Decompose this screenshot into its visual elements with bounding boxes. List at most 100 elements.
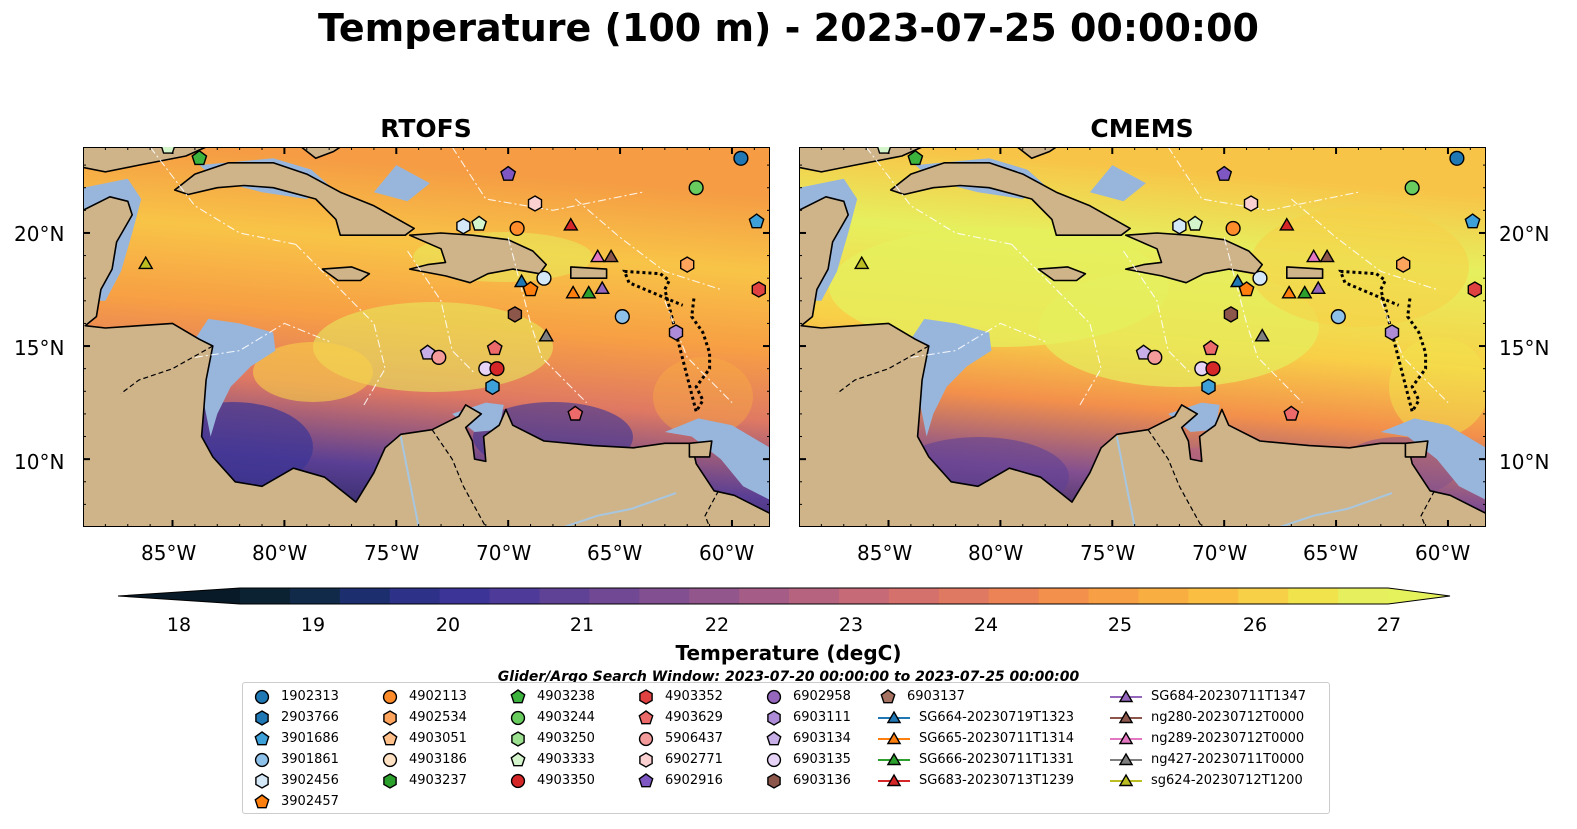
lat-label-10n-left: 10°N (14, 450, 65, 474)
observation-marker (1172, 217, 1187, 235)
legend-entry: 4903350 (507, 770, 595, 791)
colorbar-bin (1238, 588, 1289, 604)
colorbar-bin (888, 588, 940, 604)
map-panel-rtofs (83, 147, 770, 527)
triangle-marker-icon (1110, 710, 1142, 723)
legend-entry: 4903244 (507, 707, 595, 728)
legend-marker (638, 772, 654, 787)
observation-marker (486, 339, 503, 356)
legend-label: 6902958 (793, 689, 851, 704)
land-puerto-rico (569, 266, 608, 279)
land-cuba (173, 162, 416, 236)
hexagon-marker-icon (639, 751, 653, 768)
observation-marker (563, 217, 579, 231)
colorbar-tick: 20 (435, 614, 461, 636)
pentagon-marker-icon (382, 730, 398, 745)
legend-label: 1902313 (281, 689, 339, 704)
colorbar-bin (1188, 588, 1239, 604)
colorbar-extend-high (1388, 588, 1450, 604)
land-cuba (889, 162, 1132, 236)
observation-marker (1223, 306, 1239, 323)
legend-marker (638, 709, 654, 724)
land-northamerica (799, 195, 1486, 527)
panel-title-rtofs: RTOFS (380, 114, 472, 143)
colorbar-bin (639, 588, 690, 604)
observation-marker (1281, 285, 1297, 299)
legend-label: 3901686 (281, 731, 339, 746)
colorbar-bin (1288, 588, 1339, 604)
observation-marker (1467, 281, 1482, 298)
colorbar-bin (489, 588, 541, 604)
lon-label-65w-cmems: 65°W (1303, 541, 1359, 565)
legend-marker (638, 731, 654, 746)
land-jamaica (321, 266, 371, 282)
legend-marker (254, 689, 270, 704)
legend-label: 4903238 (537, 689, 595, 704)
observation-marker (500, 165, 517, 181)
legend-marker (767, 772, 781, 789)
observation-marker (1404, 180, 1420, 196)
triangle-marker-icon (1110, 773, 1142, 786)
legend-entry: 4903250 (507, 728, 595, 749)
legend-marker (766, 689, 782, 704)
land-florida (799, 147, 923, 173)
map-panel-cmems (799, 147, 1486, 527)
colorbar-bin (988, 588, 1040, 604)
observation-marker (594, 280, 610, 295)
land-hispaniola (408, 232, 548, 284)
legend-marker (383, 772, 397, 789)
legend-entry: 4902534 (379, 707, 467, 728)
legend-column: 4903352 4903629 5906437 6902771 6902916 (635, 686, 723, 791)
legend-label: 4903352 (665, 689, 723, 704)
legend-label: 4903186 (409, 752, 467, 767)
observation-marker (1147, 349, 1163, 365)
observation-marker (538, 328, 554, 342)
lon-label-60w-rtofs: 60°W (699, 541, 755, 565)
lon-label-85w-cmems: 85°W (857, 541, 913, 565)
colorbar-bin (1088, 588, 1140, 604)
triangle-marker-icon (1110, 731, 1142, 744)
map-frame (83, 147, 770, 527)
legend-entry: 6902771 (635, 749, 723, 770)
legend-marker (510, 688, 526, 703)
legend-label: 3901861 (281, 752, 339, 767)
observation-marker (907, 149, 924, 166)
observation-marker (688, 180, 704, 196)
observation-marker (471, 215, 488, 231)
pentagon-marker-icon (880, 688, 896, 703)
legend-entry: 3901686 (251, 728, 339, 749)
lon-label-60w-cmems: 60°W (1415, 541, 1471, 565)
circle-marker-icon (254, 689, 270, 704)
observation-marker (580, 285, 597, 299)
lon-label-85w-rtofs: 85°W (141, 541, 197, 565)
land-hispaniola (1124, 232, 1264, 284)
observation-marker (507, 306, 523, 323)
legend-marker (886, 752, 902, 765)
legend-label: 6903136 (793, 773, 851, 788)
pentagon-marker-icon (254, 730, 270, 745)
legend-entry: 4903051 (379, 728, 467, 749)
hexagon-marker-icon (383, 709, 397, 726)
legend-label: 5906437 (665, 731, 723, 746)
legend-label: 3902456 (281, 773, 339, 788)
land-bahamas (1016, 147, 1058, 160)
hexagon-marker-icon (383, 772, 397, 789)
legend-column: SG684-20230711T1347 ng280-20230712T0000 ng… (1109, 686, 1306, 791)
legend-entry: sg624-20230712T1200 (1109, 770, 1306, 791)
colorbar-bin (938, 588, 990, 604)
colorbar-tick: 26 (1242, 614, 1268, 636)
lon-label-65w-rtofs: 65°W (587, 541, 643, 565)
legend-entry: 1902313 (251, 686, 339, 707)
legend-label: 6903135 (793, 752, 851, 767)
colorbar (117, 587, 1451, 605)
hexagon-marker-icon (767, 772, 781, 789)
colorbar-bin (739, 588, 790, 604)
colorbar-bin (1038, 588, 1090, 604)
legend-column: 6903137 SG664-20230719T1323 SG665-20230711… (877, 686, 1074, 791)
legend-entry: 6903136 (763, 770, 851, 791)
legend-column: 1902313 2903766 3901686 3901861 3902456 39024… (251, 686, 339, 812)
observation-marker (1279, 217, 1295, 231)
legend-label: ng427-20230711T0000 (1151, 752, 1305, 767)
legend-label: SG683-20230713T1239 (919, 773, 1075, 788)
pentagon-marker-icon (510, 688, 526, 703)
